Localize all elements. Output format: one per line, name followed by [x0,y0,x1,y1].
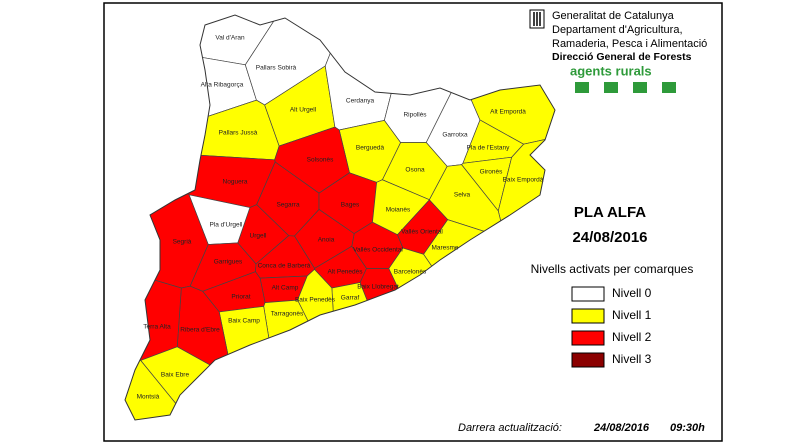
region-label: Segarra [276,202,300,209]
region-label: Vallès Occidental [353,247,403,254]
region-label: Pla de l'Estany [467,145,511,152]
legend-label: Nivell 3 [612,352,652,366]
region-label: Selva [454,192,471,199]
region-label: Montsià [137,394,160,401]
region-label: Priorat [231,294,250,301]
region-label: Baix Camp [228,318,260,325]
region-label: Val d'Aran [215,35,245,42]
region-label: Pallars Jussà [219,130,258,137]
region-label: Pla d'Urgell [209,222,243,229]
region-label: Alt Camp [272,285,299,292]
header-line: Departament d'Agricultura, [552,24,683,36]
legend-label: Nivell 0 [612,286,652,300]
region-label: Bages [341,202,360,209]
region-label: Tarragonès [271,311,304,318]
logo [529,9,545,29]
region-label: Conca de Barberà [258,263,311,270]
unit: agents rurals [570,63,652,78]
legend: Nivell 0 Nivell 1 Nivell 2 Nivell 3 [571,286,652,368]
plan-title: PLA ALFA [574,204,646,221]
region-label: Baix Ebre [161,372,190,379]
region-label: Berguedà [356,145,385,152]
update-time: 09:30h [670,422,705,434]
region-label: Moianès [386,207,411,214]
region-label: Garrotxa [442,132,468,139]
legend-swatch [571,308,605,324]
update-label: Darrera actualització: [458,422,562,434]
legend-label: Nivell 1 [612,308,652,322]
region-label: Ripollès [403,112,427,119]
region-labels: Val d'Aran Alta Ribagorça Pallars Sobirà Pa… [137,35,544,401]
region-label: Anoia [318,237,335,244]
region-label: Gironès [480,169,504,176]
outline [124,14,556,421]
region-label: Alt Empordà [490,109,526,116]
region-label: Ribera d'Ebre [180,327,220,334]
region-label: Alta Ribagorça [201,82,244,89]
region-label: Baix Penedès [295,297,336,304]
region-label: Alt Urgell [290,107,317,114]
legend-swatch [571,352,605,368]
directorate: Direcció General de Forests [552,51,692,63]
region-label: Urgell [250,233,268,240]
region-label: Alt Penedès [327,269,363,276]
legend-swatch [571,330,605,346]
legend-label: Nivell 2 [612,330,652,344]
region-label: Vallès Oriental [401,229,443,236]
region-label: Noguera [223,179,248,186]
header-line: Ramaderia, Pesca i Alimentació [552,38,707,50]
region-label: Maresme [431,245,458,252]
unit-blocks [575,82,676,93]
update-date: 24/08/2016 [593,422,650,434]
plan-date: 24/08/2016 [572,229,647,246]
region-label: Garraf [341,295,360,302]
region-label: Pallars Sobirà [256,65,297,72]
region-label: Solsonès [307,157,334,164]
region-label: Osona [405,167,425,174]
legend-title: Nivells activats per comarques [531,262,694,276]
region-label: Terra Alta [143,324,171,331]
region-label: Garrigues [214,259,243,266]
region-label: Baix Empordà [503,177,544,184]
region-label: Cerdanya [346,98,375,105]
region-label: Segrià [173,239,192,246]
region-label: Baix Llobregat [357,284,399,291]
legend-swatch [571,286,605,302]
region-label: Barcelonès [394,269,427,276]
header-line: Generalitat de Catalunya [552,10,675,22]
